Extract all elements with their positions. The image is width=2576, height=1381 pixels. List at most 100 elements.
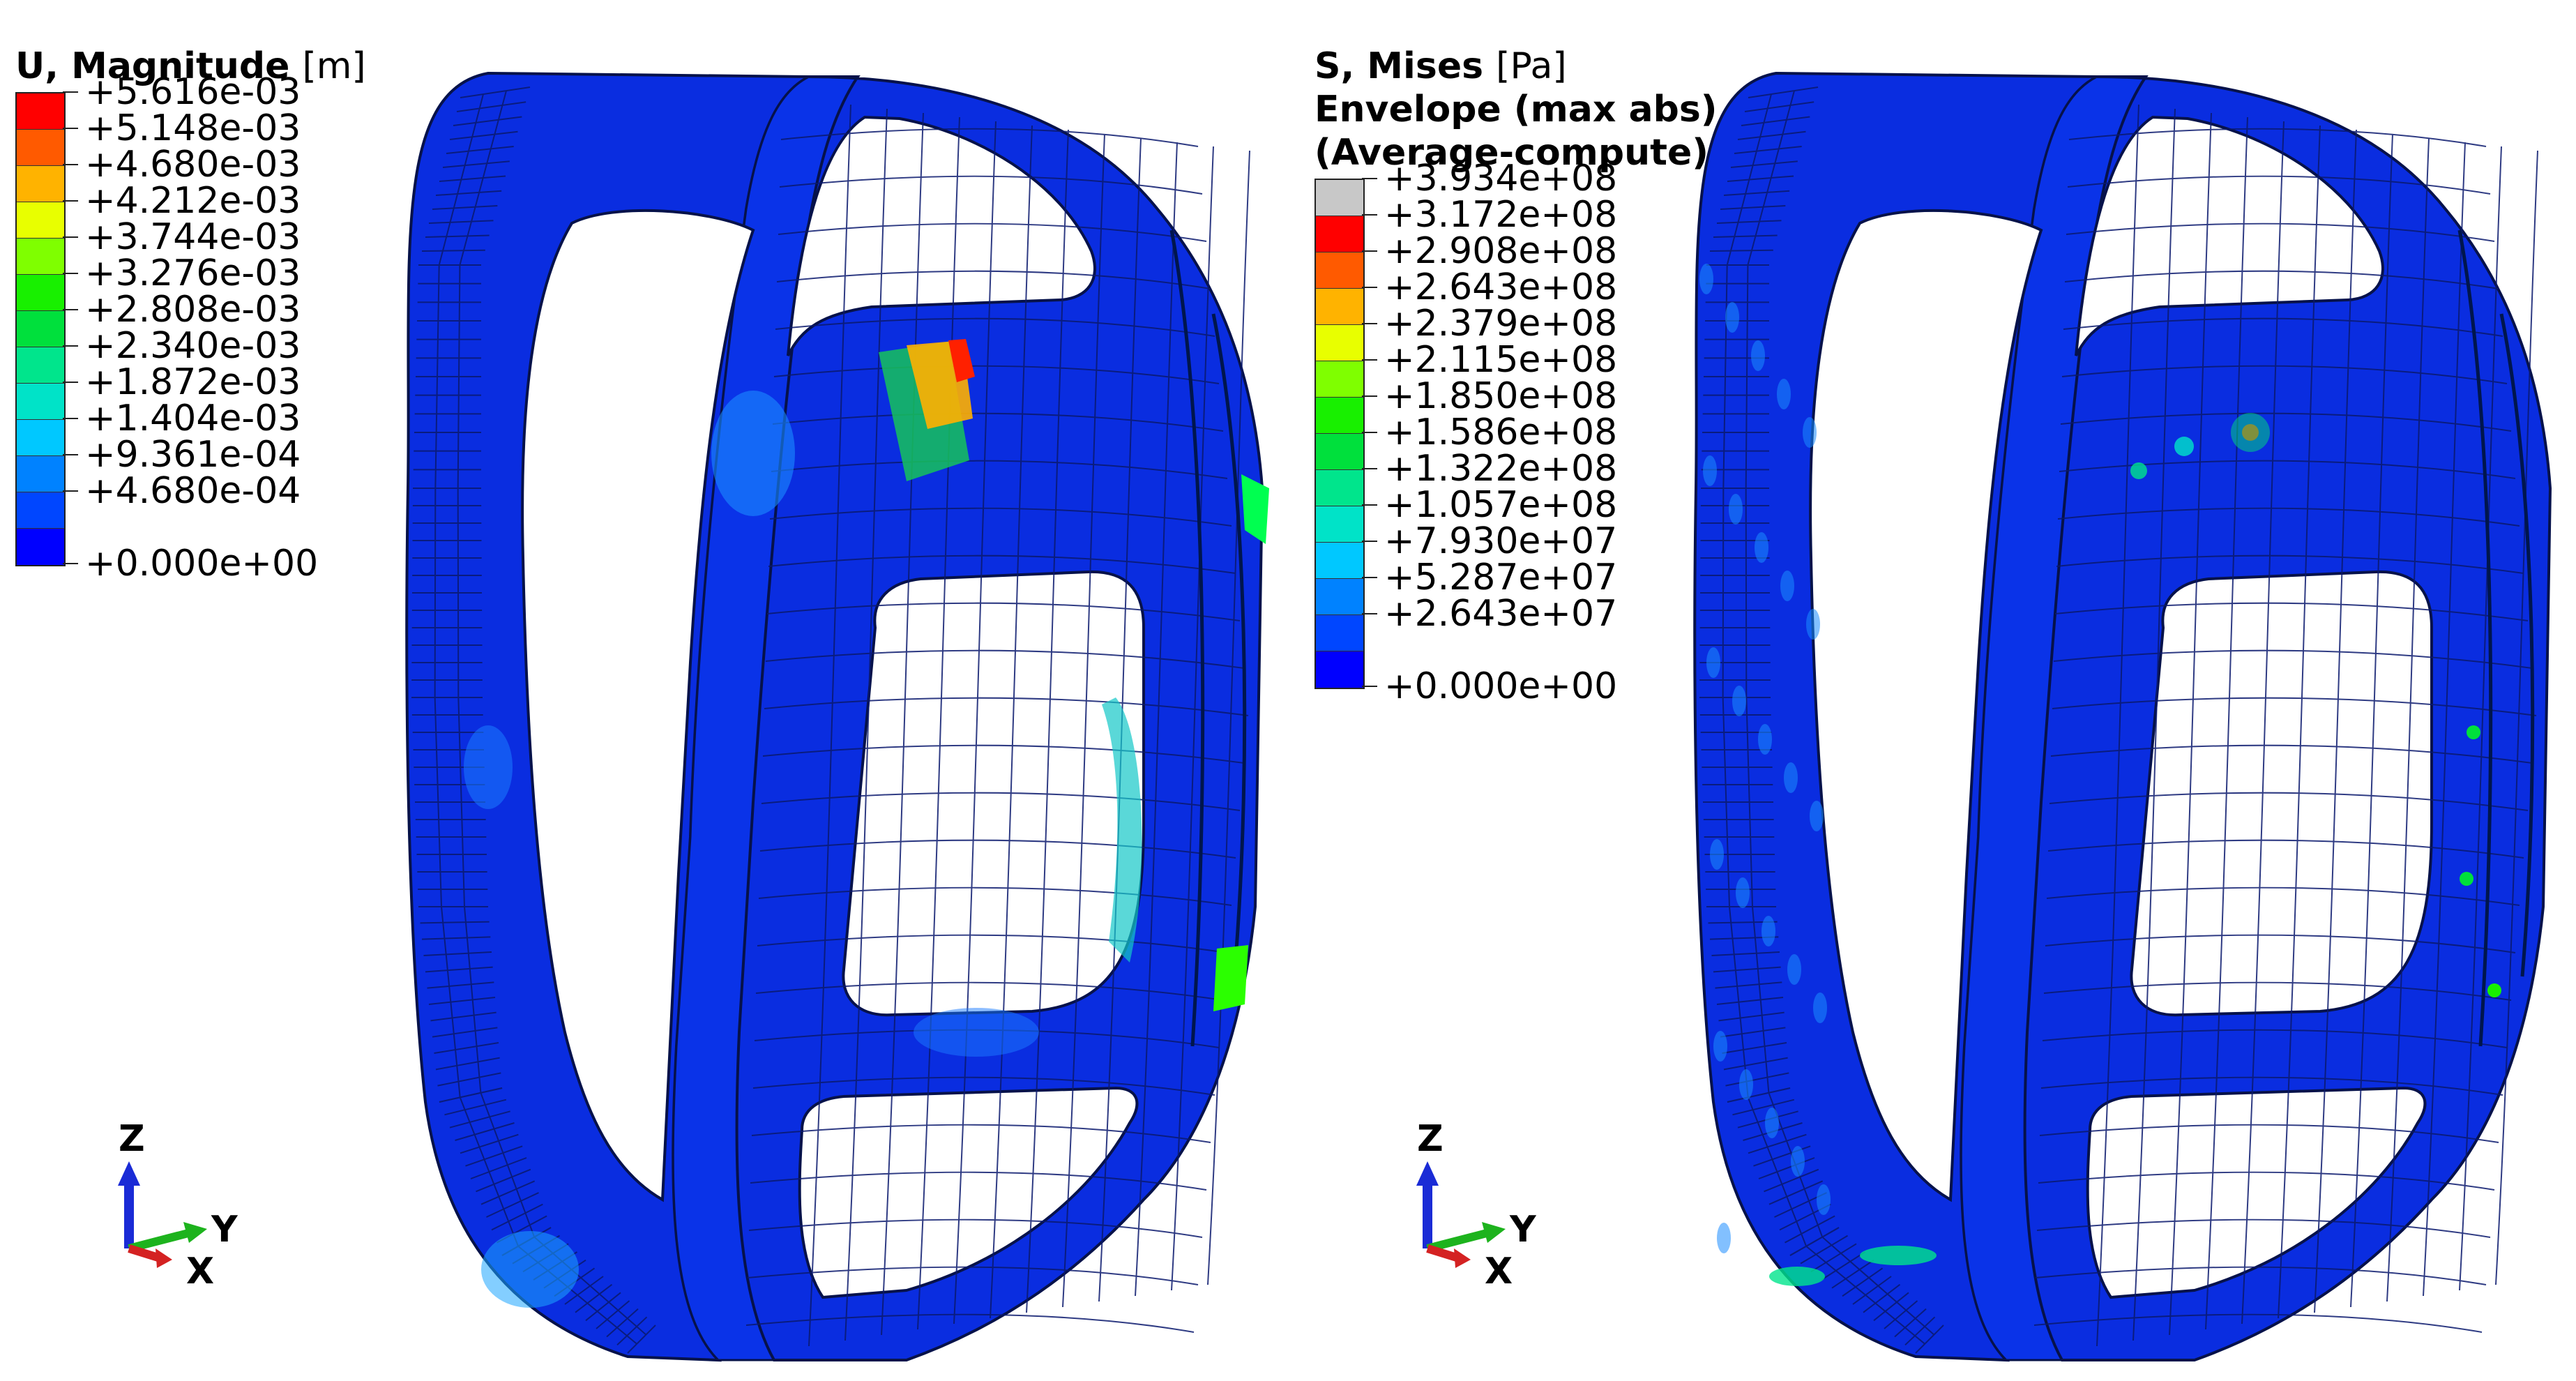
legend-tick <box>63 563 78 564</box>
mesh-line <box>1734 146 1802 154</box>
mesh-line <box>444 1099 507 1116</box>
mesh-line <box>1800 1235 1849 1265</box>
mesh-line <box>2132 108 2176 1341</box>
mesh-line <box>1715 981 1782 989</box>
color-band <box>17 93 64 130</box>
mesh-line <box>2495 150 2538 1285</box>
mesh-line <box>779 175 1203 195</box>
mesh-line <box>1713 966 1781 973</box>
mesh-line <box>1744 101 1814 112</box>
ring-opening <box>521 209 755 1202</box>
mesh-line <box>2169 112 2212 1336</box>
color-band <box>1316 615 1363 651</box>
color-band <box>17 239 64 275</box>
color-band <box>1316 651 1363 688</box>
mesh-line <box>2459 146 2502 1291</box>
mesh-line <box>1720 1027 1786 1038</box>
stress-patch <box>1817 1184 1831 1215</box>
legend-tick <box>1362 395 1377 397</box>
mesh-line <box>460 1133 519 1154</box>
mesh-line <box>1732 1099 1795 1116</box>
mesh-line <box>1821 1251 1866 1281</box>
stiffener-ridge <box>2457 229 2493 1047</box>
stress-patch <box>1732 686 1746 716</box>
color-band <box>17 130 64 166</box>
mesh-line <box>439 1087 503 1103</box>
mesh-line <box>1873 1292 1909 1322</box>
legend-level-label: +1.057e+08 <box>1384 484 1618 526</box>
mesh-line <box>425 234 490 238</box>
mesh-line <box>1722 93 1925 1345</box>
color-band <box>17 275 64 311</box>
mesh-line <box>432 205 498 210</box>
legend-level-label: +2.908e+08 <box>1384 230 1618 272</box>
mesh-line <box>953 121 997 1325</box>
mesh-line <box>2047 839 2524 859</box>
legend-tick <box>1362 468 1377 469</box>
legend-tick <box>63 273 78 274</box>
legend-tick <box>63 164 78 165</box>
mesh-line <box>442 160 510 168</box>
mesh-line <box>425 966 493 973</box>
mesh-line <box>1894 1308 1927 1338</box>
color-band <box>1316 289 1363 325</box>
color-band <box>1316 579 1363 615</box>
legend-tick <box>63 200 78 202</box>
mesh-line <box>2046 886 2520 906</box>
mesh-line <box>1748 86 1819 98</box>
color-bar <box>15 92 66 566</box>
stress-patch <box>1729 494 1743 525</box>
stress-patch <box>1784 762 1798 793</box>
stress-hotspot <box>2174 437 2194 456</box>
legend-level-label: +4.212e-03 <box>85 180 301 222</box>
color-band <box>1316 470 1363 506</box>
mesh-line <box>751 1124 1211 1143</box>
mesh-line <box>2278 125 2321 1319</box>
mesh-line <box>439 175 506 182</box>
legend-scale: +5.616e-03 +5.148e-03 +4.680e-03 +4.212e-03… <box>15 74 366 582</box>
legend-tick <box>1362 577 1377 578</box>
mesh-line <box>844 108 888 1341</box>
mesh-line <box>765 649 1245 669</box>
mesh-line <box>773 365 1220 384</box>
mesh-line <box>2350 133 2393 1308</box>
mesh-line <box>755 981 1224 1001</box>
legend-level-label: +3.744e-03 <box>85 216 301 258</box>
legend-level-label: +0.000e+00 <box>85 543 319 584</box>
mesh-line <box>2064 270 2499 289</box>
stress-patch <box>1787 954 1801 985</box>
x-label: X <box>1485 1251 1513 1292</box>
legend-level-label: +1.404e-03 <box>85 398 301 439</box>
x-axis-arrow <box>128 1244 162 1262</box>
color-bar <box>1314 179 1365 689</box>
legend-level-label: +2.808e-03 <box>85 289 301 331</box>
contour-patch <box>1102 697 1142 963</box>
legend-title-text: S, Mises <box>1314 45 1484 87</box>
mesh-line <box>1768 1180 1824 1205</box>
lower-cutout <box>798 1086 1139 1299</box>
mesh-line <box>596 1300 630 1329</box>
mesh-line <box>750 1171 1207 1191</box>
legend-level-label: +1.872e-03 <box>85 361 301 403</box>
legend-level-label: +1.850e+08 <box>1384 375 1618 417</box>
mesh-line <box>2042 1029 2508 1048</box>
legend-level-label: +5.148e-03 <box>85 107 301 149</box>
mesh-line <box>1831 1259 1874 1289</box>
mesh-line <box>449 1110 510 1129</box>
mesh-line <box>1098 137 1142 1302</box>
color-band <box>17 492 64 529</box>
mesh-line <box>2045 934 2516 953</box>
stress-patch <box>1761 916 1775 946</box>
y-axis-arrow <box>128 1229 190 1253</box>
stiffener-ridges <box>1169 229 1247 1047</box>
mesh-line <box>455 1122 515 1141</box>
stress-hotspot <box>2487 983 2501 997</box>
legend-title: U, Magnitude [m] <box>15 45 366 88</box>
stress-patch <box>1713 1031 1727 1062</box>
mesh-line <box>1842 1267 1884 1297</box>
contour-patch <box>1213 945 1248 1011</box>
legend-tick <box>1362 214 1377 216</box>
mesh-line <box>1026 129 1069 1313</box>
legend-title: S, Mises [Pa] <box>1314 45 1718 88</box>
mesh-line <box>1135 142 1178 1297</box>
